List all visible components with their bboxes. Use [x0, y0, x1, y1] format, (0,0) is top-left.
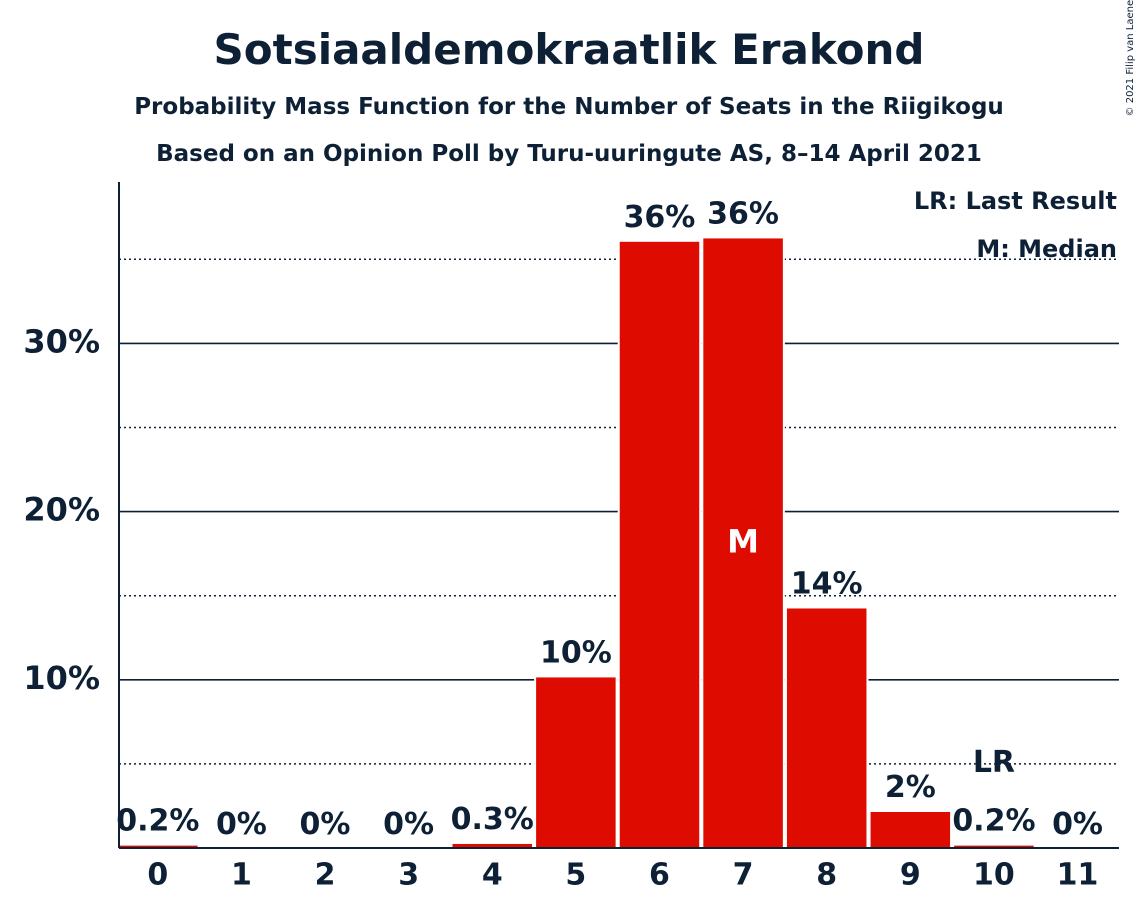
value-label-6: 36% — [624, 200, 696, 235]
median-marker: M — [727, 523, 759, 561]
bar-7 — [701, 236, 785, 849]
x-tick-label-2: 2 — [315, 858, 336, 893]
value-label-8: 14% — [791, 566, 863, 601]
x-tick-label-8: 8 — [816, 858, 837, 893]
value-label-2: 0% — [300, 807, 351, 842]
y-tick-label: 10% — [23, 659, 100, 697]
chart-title: Sotsiaaldemokraatlik Erakond — [214, 25, 925, 74]
y-tick-label: 20% — [23, 491, 100, 529]
last-result-marker: LR — [973, 745, 1015, 780]
x-tick-label-3: 3 — [398, 858, 419, 893]
x-tick-label-6: 6 — [649, 858, 670, 893]
legend-median: M: Median — [976, 235, 1117, 263]
value-label-7: 36% — [707, 196, 779, 231]
x-tick-label-4: 4 — [482, 858, 503, 893]
value-label-9: 2% — [885, 770, 936, 805]
bars — [116, 236, 1036, 850]
x-tick-label-1: 1 — [231, 858, 252, 893]
x-tick-label-5: 5 — [565, 858, 586, 893]
bar-9 — [868, 809, 953, 849]
value-label-4: 0.3% — [451, 802, 534, 837]
chart-subtitle-2: Based on an Opinion Poll by Turu-uuringu… — [156, 141, 982, 167]
copyright-note: © 2021 Filip van Laenen — [1125, 0, 1136, 116]
bar-6 — [617, 239, 702, 850]
legend: LR: Last Result M: Median — [914, 187, 1117, 263]
x-tick-label-11: 11 — [1057, 858, 1099, 893]
x-tick-label-0: 0 — [147, 858, 168, 893]
bar-5 — [534, 675, 618, 849]
bar-8 — [784, 606, 869, 849]
tick-labels: 0 1 2 3 4 5 6 7 8 9 10 11 10% 20% 30% — [23, 322, 1098, 892]
value-label-11: 0% — [1052, 807, 1103, 842]
value-label-5: 10% — [540, 635, 612, 670]
value-label-3: 0% — [383, 807, 434, 842]
chart-subtitle-1: Probability Mass Function for the Number… — [134, 94, 1004, 120]
value-label-10: 0.2% — [952, 804, 1035, 839]
value-label-0: 0.2% — [116, 804, 199, 839]
x-tick-label-9: 9 — [900, 858, 921, 893]
value-labels: 0.2% 0% 0% 0% 0.3% 10% 36% 36% 14% 2% 0.2% 0% M LR — [116, 196, 1103, 842]
y-tick-label: 30% — [23, 322, 100, 360]
legend-last-result: LR: Last Result — [914, 187, 1117, 215]
value-label-1: 0% — [216, 807, 267, 842]
axes — [118, 182, 1119, 849]
x-tick-label-10: 10 — [973, 858, 1015, 893]
x-tick-label-7: 7 — [733, 858, 754, 893]
